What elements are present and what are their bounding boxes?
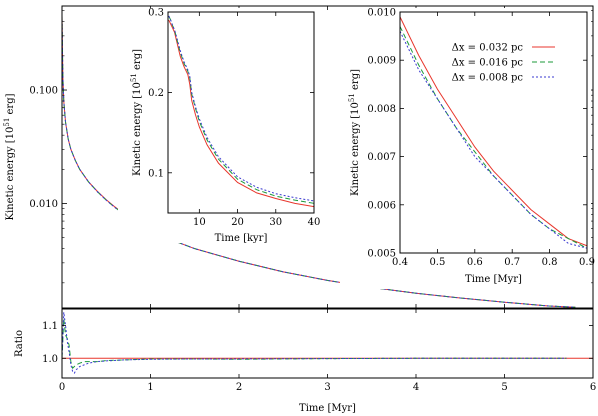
ratio-xtick-label: 1 (147, 382, 153, 393)
ratio-ylabel: Ratio (14, 330, 25, 357)
ratio-xtick-label: 2 (236, 382, 242, 393)
ratio-ytick-label: 1.1 (42, 321, 58, 332)
ratio-xtick-label: 4 (413, 382, 419, 393)
inset2-xtick-label: 0.4 (392, 257, 408, 268)
ratio-series-dx008 (62, 312, 567, 374)
inset2-series-dx032 (400, 16, 587, 247)
inset1-ytick-label: 0.3 (148, 8, 164, 19)
inset2-xtick-label: 0.5 (429, 257, 445, 268)
inset1-xtick-label: 20 (231, 217, 244, 228)
main-ytick-label: 0.100 (29, 86, 58, 97)
main-ytick-label: 0.010 (29, 199, 58, 210)
ratio-ytick-label: 1.0 (42, 354, 58, 365)
inset1-background (118, 8, 320, 243)
inset1-xtick-label: 10 (193, 217, 206, 228)
legend-label-dx032: Δx = 0.032 pc (452, 43, 524, 54)
inset1-panel: 10 20 30 40 0.1 0.2 0.3 Kinetic energy [1051 er… (118, 8, 321, 244)
ratio-xtick-label: 3 (324, 382, 330, 393)
ratio-frame (61, 308, 594, 379)
ratio-xtick-label: 6 (590, 382, 596, 393)
inset1-xtick-label: 30 (269, 217, 282, 228)
inset2-ytick-label: 0.005 (367, 249, 396, 260)
ratio-series-dx016 (62, 318, 567, 370)
inset2-ytick-label: 0.009 (367, 56, 396, 67)
inset2-xtick-label: 0.6 (467, 257, 483, 268)
legend-label-dx016: Δx = 0.016 pc (452, 58, 524, 69)
inset2-background (340, 8, 591, 289)
inset1-series-dx032 (168, 19, 314, 208)
ratio-xtick-label: 0 (59, 382, 65, 393)
inset2-series-dx008 (400, 31, 587, 249)
inset1-xtick-label: 40 (308, 217, 321, 228)
inset2-xtick-label: 0.7 (504, 257, 520, 268)
inset2-ytick-label: 0.007 (367, 152, 396, 163)
ratio-xlabel: Time [Myr] (299, 403, 356, 414)
ratio-panel: 0 1 2 3 4 5 6 1.0 1.1 Ratio Time [Myr] (14, 308, 596, 414)
inset2-ylabel: Kinetic energy [1051 erg] (348, 69, 361, 196)
inset2-ytick-label: 0.006 (367, 200, 396, 211)
inset2-xtick-label: 0.8 (542, 257, 558, 268)
inset2-xtick-label: 0.9 (579, 257, 595, 268)
legend: Δx = 0.032 pc Δx = 0.016 pc Δx = 0.008 pc (452, 43, 555, 84)
inset1-ytick-label: 0.2 (148, 88, 164, 99)
inset2-panel: 0.4 0.5 0.6 0.7 0.8 0.9 0.005 0.006 0.007 0.008 0.… (340, 8, 595, 289)
inset2-frame (399, 11, 588, 254)
main-ylabel: Kinetic energy [1051 erg] (3, 93, 16, 220)
inset1-series-dx008 (168, 15, 314, 202)
inset1-frame (167, 11, 315, 214)
inset2-ytick-label: 0.010 (367, 8, 396, 19)
legend-label-dx008: Δx = 0.008 pc (452, 73, 524, 84)
inset2-xlabel: Time [Myr] (465, 274, 522, 285)
inset2-ytick-label: 0.008 (367, 104, 396, 115)
inset1-ytick-label: 0.1 (148, 168, 164, 179)
ratio-xtick-label: 5 (501, 382, 507, 393)
inset1-ylabel: Kinetic energy [1051 erg] (130, 49, 143, 176)
inset1-xlabel: Time [kyr] (215, 233, 268, 244)
